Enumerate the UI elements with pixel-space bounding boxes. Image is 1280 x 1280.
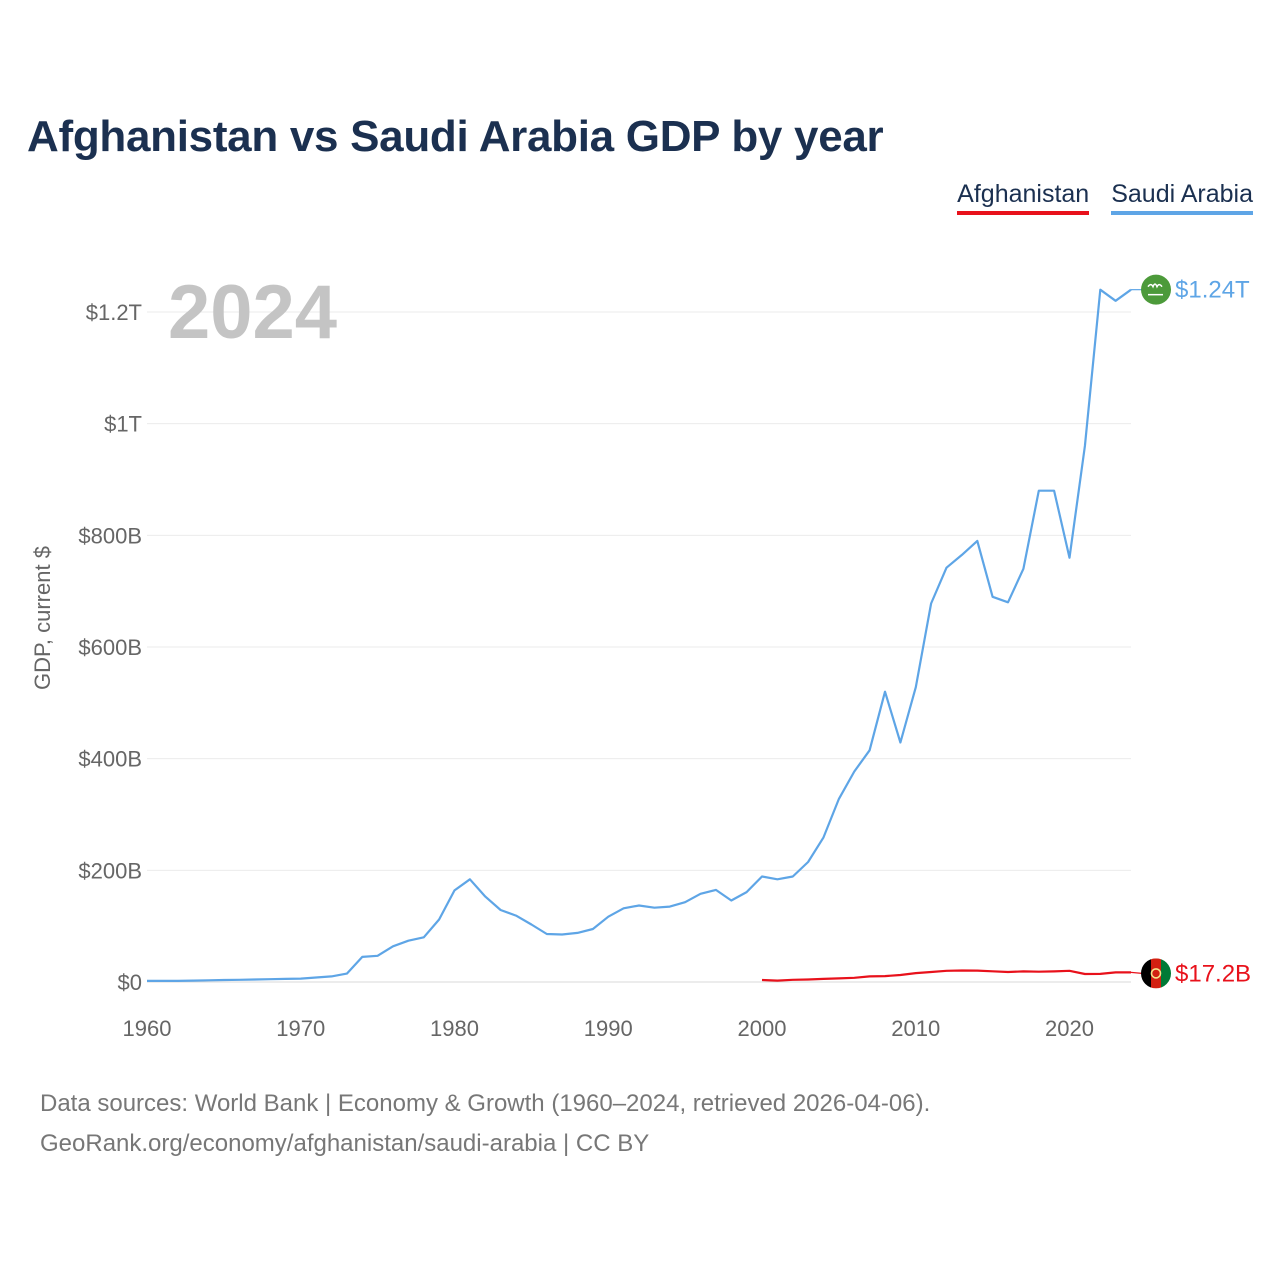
- x-tick-label: 1990: [584, 1016, 633, 1041]
- series-line-afghanistan[interactable]: [761, 969, 1131, 982]
- footer: Data sources: World Bank | Economy & Gro…: [40, 1084, 930, 1164]
- footer-sources: Data sources: World Bank | Economy & Gro…: [40, 1090, 931, 1117]
- x-tick-label: 1980: [430, 1016, 479, 1041]
- series-line-saudi-arabia[interactable]: [147, 288, 1132, 983]
- y-tick-label: $0: [118, 970, 142, 995]
- y-tick-label: $600B: [78, 635, 142, 660]
- legend: Afghanistan Saudi Arabia: [957, 180, 1253, 215]
- x-tick-label: 1960: [123, 1016, 172, 1041]
- y-tick-label: $200B: [78, 858, 142, 883]
- y-tick-label: $1.2T: [86, 300, 142, 325]
- end-label-afghanistan: $17.2B: [1175, 960, 1251, 987]
- y-tick-label: $800B: [78, 523, 142, 548]
- y-tick-label: $1T: [104, 412, 142, 437]
- footer-link[interactable]: GeoRank.org/economy/afghanistan/saudi-ar…: [40, 1130, 650, 1157]
- legend-item-saudi-arabia[interactable]: Saudi Arabia: [1111, 180, 1253, 215]
- x-axis-ticks: 1960 1970 1980 1990 2000 2010 2020: [123, 1016, 1094, 1041]
- y-tick-label: $400B: [78, 747, 142, 772]
- end-markers: $1.24T $17.2B: [1130, 274, 1251, 989]
- saudi-arabia-flag-icon: [1141, 274, 1171, 305]
- chart-title: Afghanistan vs Saudi Arabia GDP by year: [27, 112, 884, 161]
- x-tick-label: 2010: [891, 1016, 940, 1041]
- y-axis-label: GDP, current $: [30, 546, 55, 690]
- y-axis-ticks: $0 $200B $400B $600B $800B $1T $1.2T: [78, 300, 142, 995]
- afghanistan-flag-icon: [1141, 958, 1171, 989]
- x-tick-label: 1970: [276, 1016, 325, 1041]
- end-label-saudi-arabia: $1.24T: [1175, 277, 1250, 304]
- x-tick-label: 2000: [738, 1016, 787, 1041]
- series-lines: [147, 288, 1132, 983]
- x-tick-label: 2020: [1045, 1016, 1094, 1041]
- year-label: 2024: [168, 270, 337, 355]
- legend-item-afghanistan[interactable]: Afghanistan: [957, 180, 1090, 215]
- end-connector-afghanistan: [1130, 971, 1143, 974]
- gridlines: [147, 311, 1131, 983]
